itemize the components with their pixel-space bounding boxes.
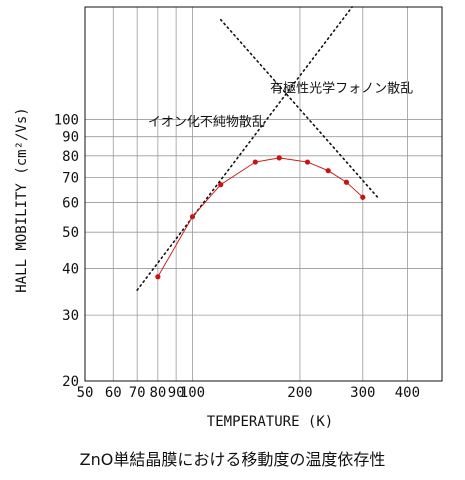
y-tick-label: 100 — [54, 113, 79, 129]
x-tick-label: 90 — [168, 385, 185, 401]
data-point — [218, 182, 224, 188]
y-tick-label: 30 — [62, 308, 79, 324]
y-tick-label: 90 — [62, 130, 79, 146]
reference-line-label: イオン化不純物散乱 — [148, 115, 265, 130]
data-point — [325, 168, 331, 174]
data-series — [155, 155, 366, 280]
data-point — [360, 194, 366, 200]
reference-line — [136, 6, 353, 291]
x-tick-label: 50 — [77, 385, 94, 401]
x-axis-label: TEMPERATURE (K) — [207, 414, 333, 430]
y-axis-label: HALL MOBILITY (cm²/Vs) — [14, 107, 30, 292]
x-tick-label: 80 — [149, 385, 166, 401]
y-tick-label: 80 — [62, 149, 79, 165]
plot-area-frame — [84, 6, 443, 382]
data-point — [189, 214, 196, 220]
x-tick-label: 400 — [395, 385, 420, 401]
series-line — [157, 157, 364, 277]
reference-lines: イオン化不純物散乱 有極性光学フォノン散乱 — [136, 6, 413, 291]
x-tick-label: 200 — [287, 385, 312, 401]
reference-line — [219, 18, 379, 199]
reference-line-label: 有極性光学フォノン散乱 — [270, 81, 413, 97]
y-tick-label: 20 — [62, 374, 79, 390]
data-point — [276, 155, 282, 161]
x-tick-label: 300 — [350, 385, 375, 401]
x-tick-label: 100 — [180, 385, 205, 401]
x-tick-label: 60 — [105, 385, 122, 401]
x-tick-label: 70 — [129, 385, 146, 401]
data-point — [252, 159, 258, 165]
data-point — [155, 274, 161, 280]
y-tick-label: 60 — [62, 196, 79, 212]
y-tick-label: 40 — [62, 261, 79, 277]
grid-lines — [84, 6, 443, 382]
figure-caption: ZnO単結晶膜における移動度の温度依存性 — [79, 450, 386, 469]
data-point — [304, 159, 311, 165]
data-point — [343, 179, 350, 185]
y-tick-label: 50 — [62, 225, 79, 241]
y-tick-label: 70 — [62, 171, 79, 187]
